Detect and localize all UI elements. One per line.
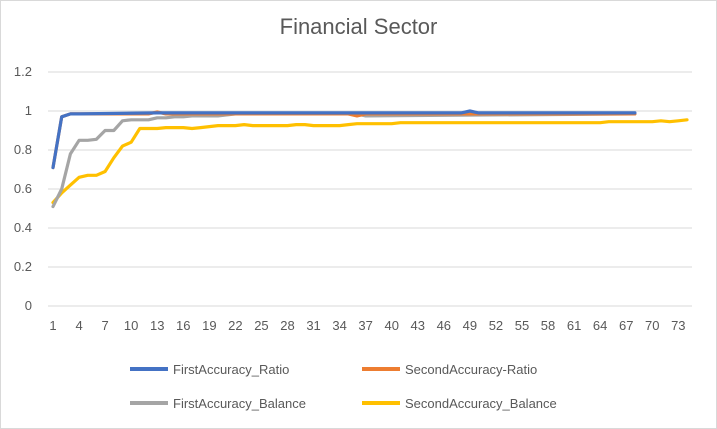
y-tick-label: 0.6 [14, 181, 32, 196]
x-tick-label: 10 [124, 318, 138, 333]
x-tick-label: 4 [75, 318, 82, 333]
legend-label: SecondAccuracy_Balance [405, 395, 557, 411]
x-tick-label: 22 [228, 318, 242, 333]
x-tick-label: 1 [49, 318, 56, 333]
x-tick-label: 16 [176, 318, 190, 333]
legend-swatch-second-balance [362, 401, 400, 405]
x-tick-label: 31 [306, 318, 320, 333]
x-tick-label: 13 [150, 318, 164, 333]
legend-label: FirstAccuracy_Balance [173, 395, 306, 411]
series-line-secondaccuracy-balance [51, 118, 689, 205]
x-tick-label: 19 [202, 318, 216, 333]
series-line-firstaccuracy-ratio [51, 109, 637, 170]
legend-item-first-balance: FirstAccuracy_Balance [130, 394, 306, 412]
legend-item-first-ratio: FirstAccuracy_Ratio [130, 360, 289, 378]
x-tick-label: 40 [384, 318, 398, 333]
x-tick-label: 61 [567, 318, 581, 333]
y-tick-label: 1.2 [14, 64, 32, 79]
legend-swatch-first-balance [130, 401, 168, 405]
x-tick-label: 37 [358, 318, 372, 333]
x-tick-label: 7 [101, 318, 108, 333]
legend-label: SecondAccuracy-Ratio [405, 361, 538, 377]
legend-item-second-balance: SecondAccuracy_Balance [362, 394, 557, 412]
x-tick-label: 55 [515, 318, 529, 333]
legend-swatch-first-ratio [130, 367, 168, 371]
x-tick-label: 70 [645, 318, 659, 333]
legend-item-second-ratio: SecondAccuracy-Ratio [362, 360, 537, 378]
x-tick-label: 73 [671, 318, 685, 333]
x-tick-label: 52 [489, 318, 503, 333]
x-tick-label: 58 [541, 318, 555, 333]
y-tick-label: 0.8 [14, 142, 32, 157]
x-tick-label: 43 [411, 318, 425, 333]
legend-swatch-second-ratio [362, 367, 400, 371]
x-tick-label: 25 [254, 318, 268, 333]
y-tick-label: 1 [25, 103, 32, 118]
x-tick-label: 34 [332, 318, 346, 333]
x-tick-label: 64 [593, 318, 607, 333]
y-tick-label: 0.2 [14, 259, 32, 274]
y-tick-label: 0.4 [14, 220, 32, 235]
x-tick-label: 28 [280, 318, 294, 333]
x-tick-label: 46 [437, 318, 451, 333]
y-tick-label: 0 [25, 298, 32, 313]
x-tick-label: 49 [463, 318, 477, 333]
chart-title: Financial Sector [279, 14, 438, 39]
legend-label: FirstAccuracy_Ratio [173, 361, 290, 377]
x-tick-label: 67 [619, 318, 633, 333]
